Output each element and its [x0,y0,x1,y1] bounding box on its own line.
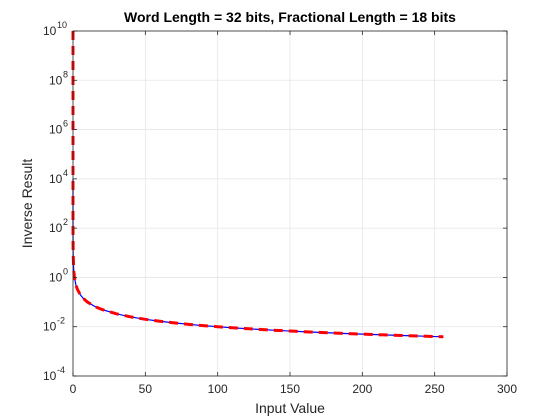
y-tick-label: 10 [49,172,63,186]
y-tick-label: 10 [49,221,63,235]
x-tick-labels: 0 50 100 150 200 250 300 [70,382,518,396]
x-tick-label: 100 [208,382,228,396]
y-axis-label: Inverse Result [19,159,35,249]
y-tick-label: 10 [49,270,63,284]
y-tick-label: 10 [43,369,57,383]
x-tick-label: 0 [70,382,77,396]
tick-marks [72,30,508,377]
y-tick-exponent: -2 [57,316,65,326]
x-tick-label: 200 [352,382,372,396]
x-axis-label: Input Value [255,400,325,416]
y-tick-label: 10 [43,320,57,334]
y-tick-label: 10 [49,73,63,87]
chart-title: Word Length = 32 bits, Fractional Length… [124,9,456,25]
y-tick-exponent: 10 [57,20,67,30]
y-tick-exponent: 6 [63,119,68,129]
y-tick-exponent: 0 [63,266,68,276]
x-tick-label: 50 [139,382,153,396]
y-tick-exponent: 4 [63,168,68,178]
x-tick-label: 250 [425,382,445,396]
x-tick-label: 150 [280,382,300,396]
y-tick-exponent: -4 [57,365,65,375]
y-tick-exponent: 8 [63,69,68,79]
y-tick-label: 10 [49,123,63,137]
x-tick-label: 300 [497,382,517,396]
y-tick-exponent: 2 [63,217,68,227]
y-tick-label: 10 [43,24,57,38]
